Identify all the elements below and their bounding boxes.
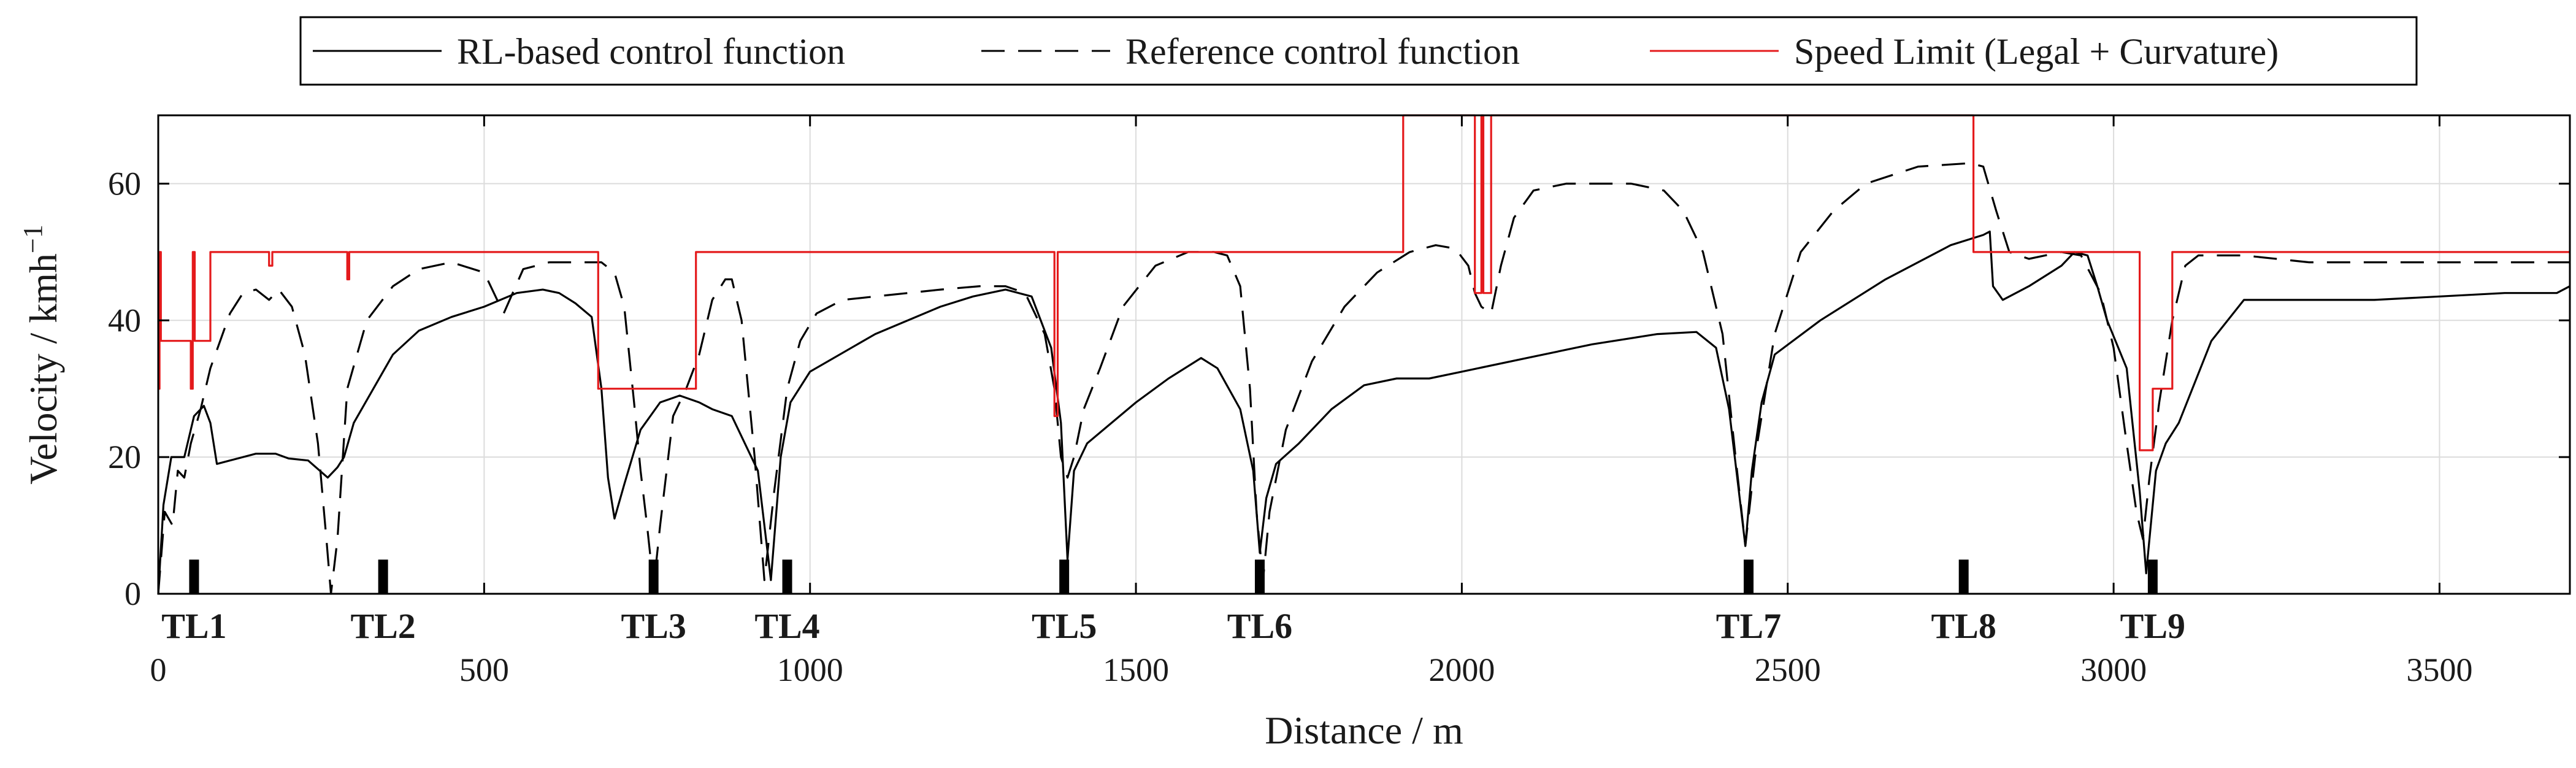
traffic-light-label: TL9 — [2120, 606, 2185, 646]
legend-box — [299, 16, 2418, 86]
traffic-light-marker — [648, 559, 659, 594]
traffic-light-label: TL5 — [1032, 606, 1097, 646]
x-axis-label: Distance / m — [1265, 708, 1463, 752]
traffic-light-label: TL4 — [754, 606, 819, 646]
legend: RL-based control function Reference cont… — [299, 16, 2418, 86]
x-tick-label: 1500 — [1103, 651, 1169, 688]
traffic-light-marker — [1743, 559, 1754, 594]
traffic-light-label: TL1 — [161, 606, 226, 646]
y-tick-label: 20 — [108, 439, 141, 475]
traffic-light-labels: TL1 TL2 TL3 TL4 TL5 TL6 TL7 TL8 TL9 — [161, 606, 2185, 646]
traffic-light-markers — [189, 559, 2158, 594]
legend-label-speed-limit: Speed Limit (Legal + Curvature) — [1794, 31, 2279, 72]
traffic-light-marker — [1254, 559, 1265, 594]
traffic-light-marker — [1059, 559, 1070, 594]
y-axis-label: Velocity / kmh−1 — [18, 225, 65, 485]
plot-area-frame — [157, 114, 2571, 595]
y-tick-label: 40 — [108, 302, 141, 339]
legend-label-rl: RL-based control function — [457, 31, 845, 72]
legend-label-reference: Reference control function — [1125, 31, 1520, 72]
traffic-light-marker — [1958, 559, 1969, 594]
y-tick-labels: 0 20 40 60 — [108, 165, 141, 612]
y-tick-label: 60 — [108, 165, 141, 202]
series-line-2 — [158, 114, 2570, 451]
x-tick-label: 2000 — [1428, 651, 1495, 688]
y-axis-label-exponent: −1 — [18, 225, 48, 253]
traffic-light-marker — [378, 559, 388, 594]
axis-ticks — [157, 115, 2570, 595]
traffic-light-marker — [2147, 559, 2158, 594]
x-tick-label: 500 — [459, 651, 509, 688]
x-tick-label: 3000 — [2080, 651, 2147, 688]
traffic-light-label: TL8 — [1931, 606, 1996, 646]
traffic-light-label: TL7 — [1716, 606, 1781, 646]
series-line-1 — [157, 162, 2570, 595]
traffic-light-marker — [782, 559, 792, 594]
x-tick-label: 1000 — [777, 651, 843, 688]
series-lines — [157, 114, 2570, 595]
x-tick-labels: 0 500 1000 1500 2000 2500 3000 3500 — [150, 651, 2473, 688]
x-tick-label: 0 — [150, 651, 167, 688]
y-axis-label-text: Velocity / kmh — [21, 253, 65, 485]
traffic-light-label: TL3 — [621, 606, 686, 646]
y-tick-label: 0 — [125, 575, 141, 612]
traffic-light-label: TL2 — [350, 606, 415, 646]
traffic-light-marker — [189, 559, 199, 594]
series-line-0 — [157, 230, 2570, 594]
x-tick-label: 2500 — [1755, 651, 1821, 688]
x-tick-label: 3500 — [2406, 651, 2472, 688]
traffic-light-label: TL6 — [1227, 606, 1292, 646]
